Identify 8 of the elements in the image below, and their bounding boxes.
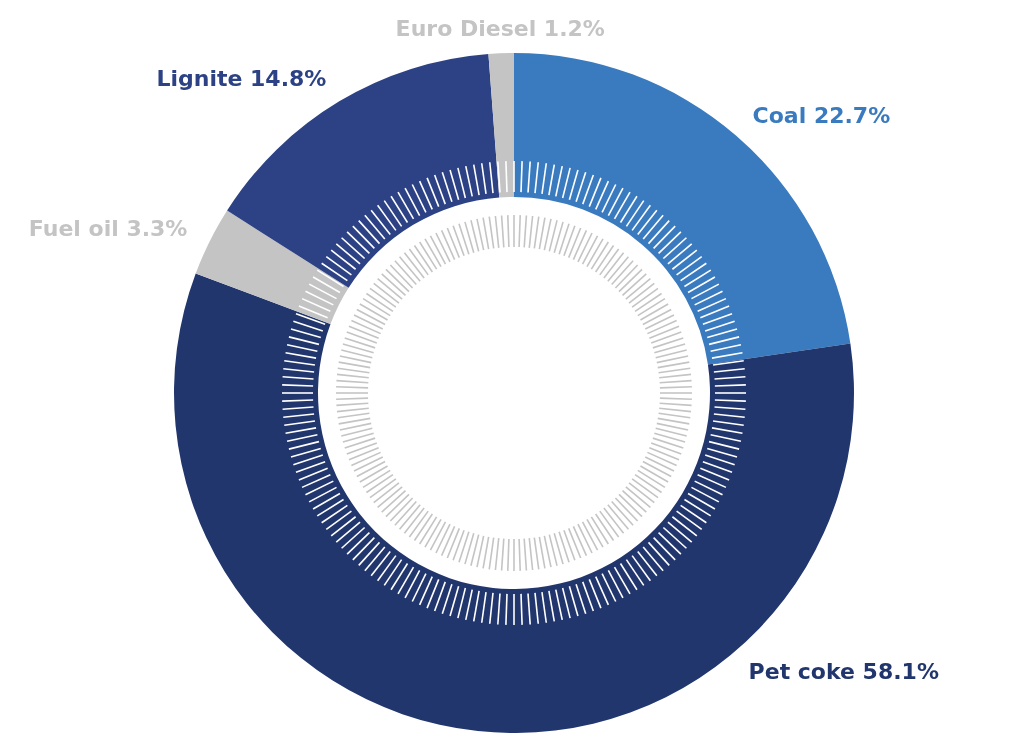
slice-label: Lignite 14.8% [156,65,327,91]
slice-label: Euro Diesel 1.2% [395,16,605,41]
slice-label: Fuel oil 3.3% [28,216,188,241]
donut-slice [174,273,854,733]
donut-slice [488,53,514,198]
slice-label: Coal 22.7% [752,102,891,128]
slice-label: Pet coke 58.1% [748,658,939,684]
donut-slice [195,210,349,325]
